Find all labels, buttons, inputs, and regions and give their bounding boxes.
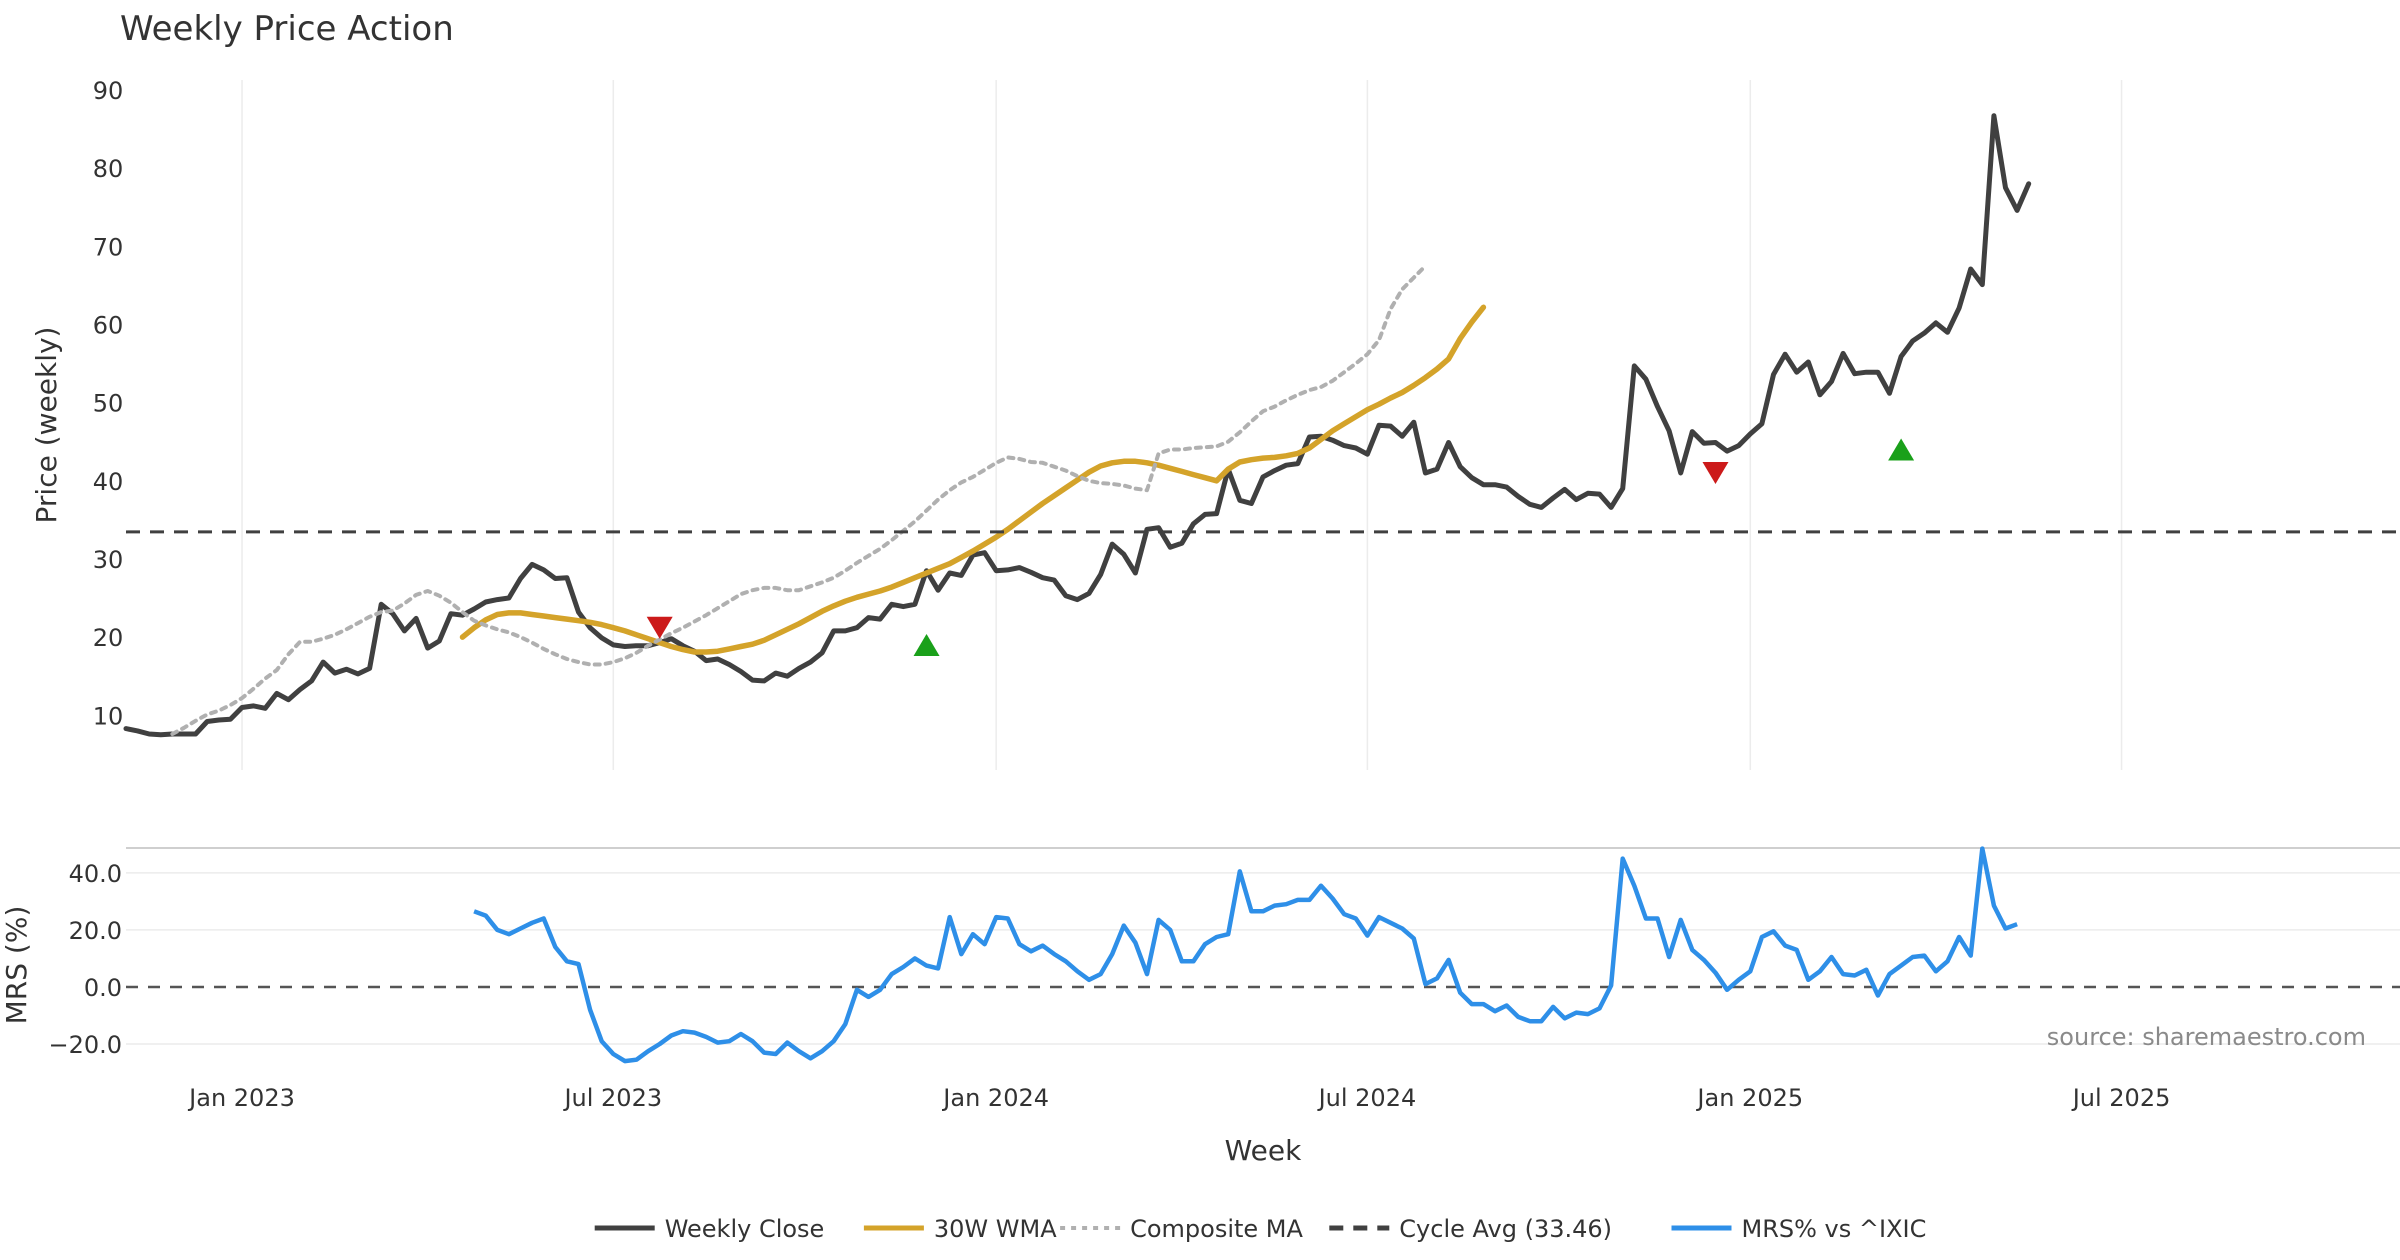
- x-tick-label: Jul 2023: [562, 1084, 662, 1112]
- price-markers: [646, 438, 1915, 656]
- legend-label-30w-wma: 30W WMA: [934, 1215, 1057, 1243]
- x-tick-label: Jan 2024: [941, 1084, 1049, 1112]
- legend-label-composite-ma: Composite MA: [1130, 1215, 1303, 1243]
- mrs-y-tick-label: −20.0: [48, 1031, 122, 1059]
- price-y-axis-title: Price (weekly): [30, 327, 63, 524]
- weekly-close-line: [123, 113, 2032, 738]
- buy-signal-marker: [1888, 438, 1915, 461]
- x-tick-label: Jul 2024: [1317, 1084, 1417, 1112]
- mrs-series: [473, 846, 2018, 1064]
- mrs-line: [473, 846, 2018, 1064]
- 30w-wma-line: [459, 304, 1487, 655]
- sell-signal-marker: [646, 616, 673, 639]
- buy-signal-marker: [913, 633, 940, 656]
- price-y-tick-label: 40: [93, 468, 124, 496]
- mrs-y-tick-label: 0.0: [84, 974, 122, 1002]
- price-y-ticks: 10 20 30 40 50 60 70 80 90: [93, 77, 124, 730]
- legend-label-mrs-vs-ixic: MRS% vs ^IXIC: [1742, 1215, 1927, 1243]
- composite-ma-line: [170, 263, 1428, 736]
- mrs-grid: [126, 847, 2400, 1045]
- legend[interactable]: Weekly Close 30W WMA Composite MA Cycle Avg…: [594, 1215, 1927, 1243]
- price-y-tick-label: 90: [93, 77, 124, 105]
- sell-signal-marker: [1702, 461, 1729, 484]
- price-y-tick-label: 10: [93, 702, 124, 730]
- price-y-tick-label: 30: [93, 546, 124, 574]
- chart-title: Weekly Price Action: [120, 9, 454, 49]
- mrs-y-tick-label: 40.0: [69, 860, 122, 888]
- price-y-tick-label: 20: [93, 624, 124, 652]
- legend-label-cycle-avg-33-46: Cycle Avg (33.46): [1399, 1215, 1612, 1243]
- price-series: [123, 113, 2400, 738]
- price-grid: [241, 80, 2123, 770]
- price-y-tick-label: 60: [93, 311, 124, 339]
- x-axis-title: Week: [1225, 1134, 1302, 1167]
- x-tick-label: Jan 2023: [187, 1084, 295, 1112]
- mrs-y-ticks: −20.0 0.0 20.0 40.0: [48, 860, 122, 1059]
- mrs-y-tick-label: 20.0: [69, 917, 122, 945]
- x-tick-label: Jul 2025: [2071, 1084, 2171, 1112]
- legend-label-weekly-close: Weekly Close: [665, 1215, 825, 1243]
- x-ticks: Jan 2023 Jul 2023 Jan 2024 Jul 2024 Jan 2025…: [187, 1084, 2170, 1112]
- price-y-tick-label: 70: [93, 233, 124, 261]
- mrs-y-axis-title: MRS (%): [0, 906, 33, 1025]
- source-note: source: sharemaestro.com: [2047, 1023, 2366, 1051]
- price-y-tick-label: 80: [93, 155, 124, 183]
- x-tick-label: Jan 2025: [1695, 1084, 1803, 1112]
- price-y-tick-label: 50: [93, 390, 124, 418]
